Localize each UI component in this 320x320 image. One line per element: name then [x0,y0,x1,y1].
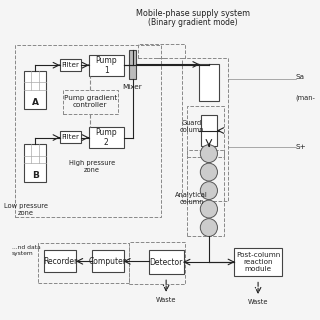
Text: Computer: Computer [89,257,127,266]
Bar [60,59,81,71]
Bar [182,58,228,201]
Bar [187,150,224,236]
Text: A: A [32,98,39,107]
Bar [15,45,161,217]
Bar [234,248,282,276]
Text: Post-column
reaction
module: Post-column reaction module [236,252,280,272]
Bar [199,64,219,101]
Text: S+: S+ [296,144,306,150]
Text: Pump
2: Pump 2 [96,128,117,147]
Text: Low pressure
zone: Low pressure zone [4,203,48,216]
Bar [201,116,218,146]
Text: Filter: Filter [61,62,79,68]
Text: Detector: Detector [149,258,183,267]
Bar [129,242,185,284]
Bar [92,251,124,272]
Text: B: B [32,171,38,180]
Circle shape [200,182,218,199]
Text: Sa: Sa [296,74,305,80]
Text: Analytical
column: Analytical column [175,192,208,205]
Text: Mobile-phase supply system: Mobile-phase supply system [136,9,250,18]
Text: Waste: Waste [248,299,268,305]
Bar [148,250,184,274]
Bar [63,90,118,114]
Bar [24,71,46,109]
Text: (man-: (man- [296,95,316,101]
Bar [89,127,124,148]
Circle shape [200,145,218,163]
Bar [89,55,124,76]
Text: Guard
column: Guard column [179,120,204,133]
Bar [129,50,136,79]
Text: High pressure
zone: High pressure zone [69,160,115,173]
Text: Pump gradient
controller: Pump gradient controller [64,95,117,108]
Text: Recorder: Recorder [43,257,77,266]
Circle shape [200,219,218,236]
Circle shape [200,163,218,181]
Circle shape [200,200,218,218]
Bar [187,106,224,157]
Text: Pump
1: Pump 1 [96,55,117,75]
Text: ...nd data
system: ...nd data system [12,245,41,256]
Bar [38,243,129,283]
Text: (Binary gradient mode): (Binary gradient mode) [148,18,238,27]
Bar [44,251,76,272]
Bar [138,44,185,58]
Text: Waste: Waste [156,297,176,303]
Text: Mixer: Mixer [123,84,142,91]
Bar [60,131,81,143]
Text: Filter: Filter [61,134,79,140]
Bar [24,144,46,182]
